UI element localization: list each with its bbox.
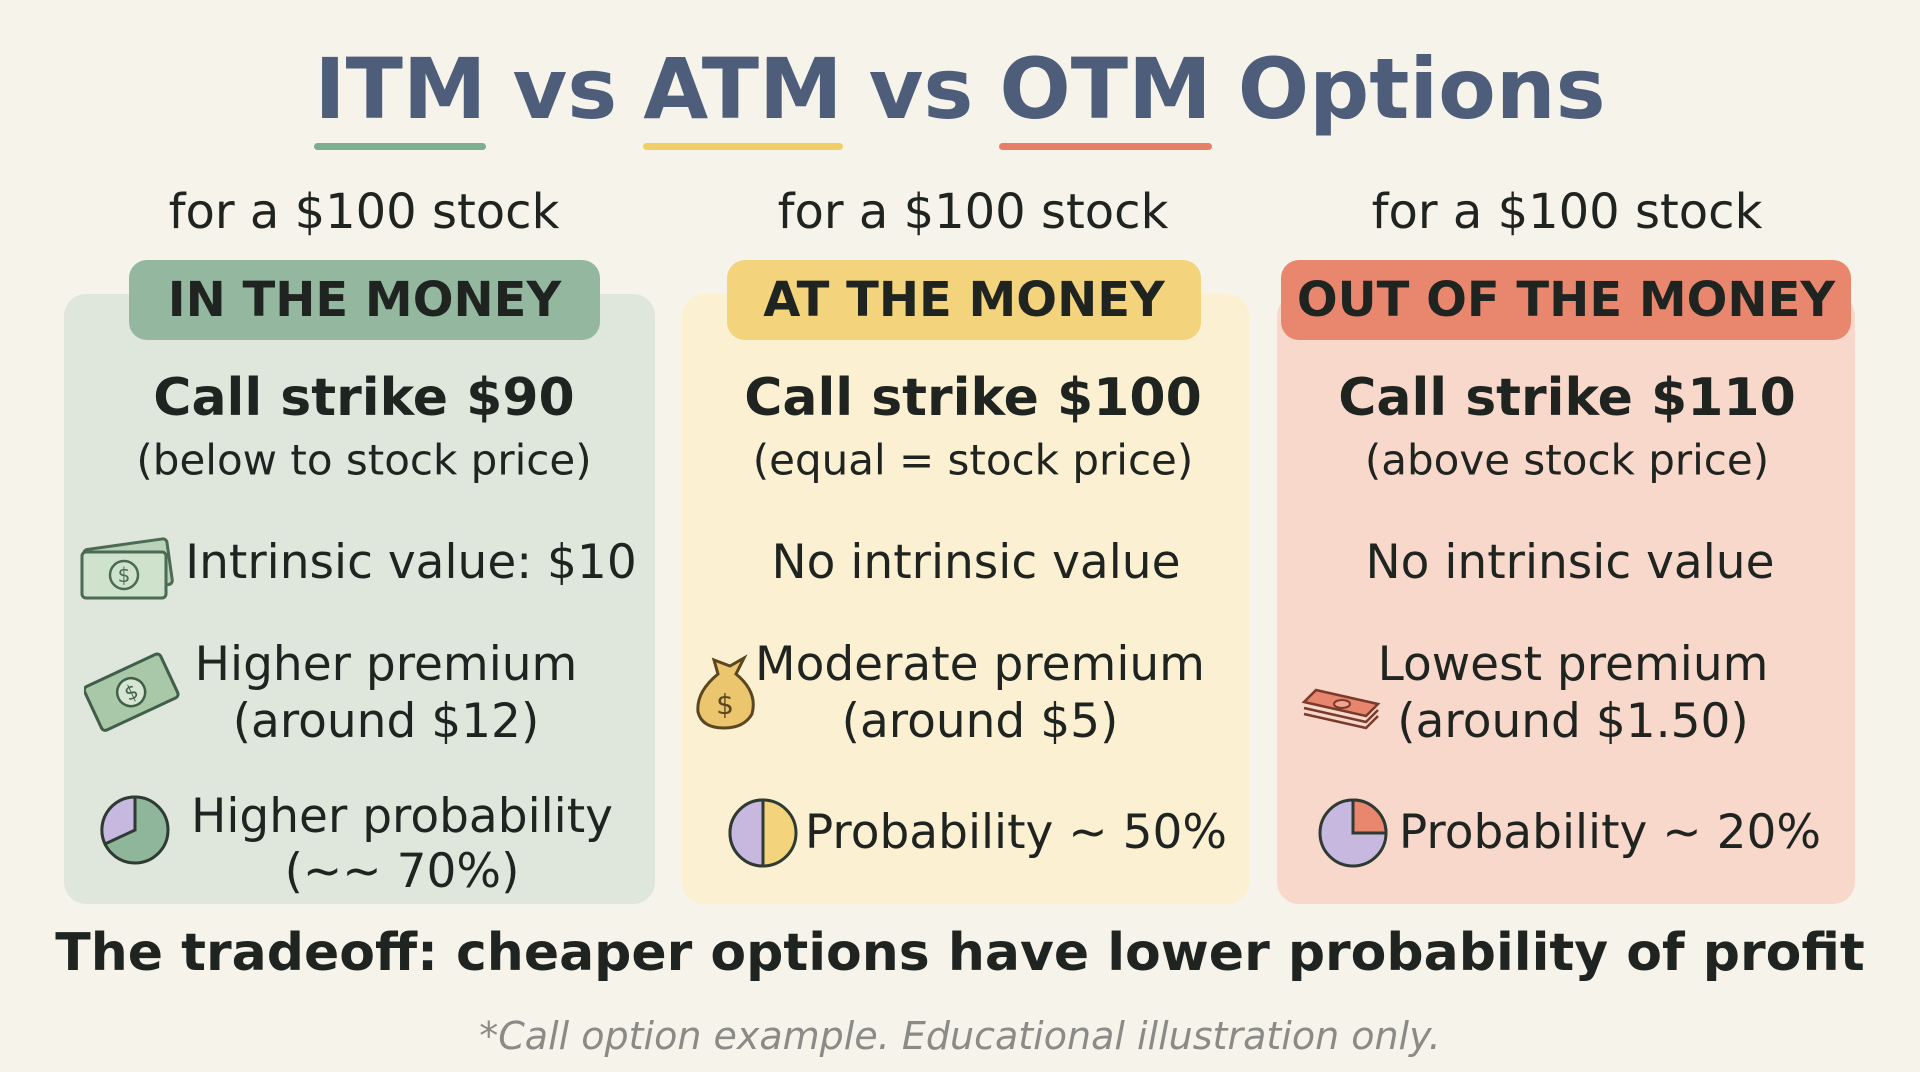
- svg-text:$: $: [716, 688, 734, 721]
- title-word: ATM: [643, 40, 844, 150]
- cash-icon: $: [82, 652, 184, 736]
- panel: [1277, 294, 1855, 904]
- tradeoff: The tradeoff: cheaper options have lower…: [55, 923, 1865, 983]
- intrinsic: Intrinsic value: $10: [185, 535, 637, 590]
- strike: Call strike $100: [744, 368, 1202, 428]
- premium: Moderate premium: [755, 637, 1205, 692]
- svg-text:$: $: [118, 563, 131, 587]
- pie-icon: [1315, 795, 1391, 871]
- context: for a $100 stock: [168, 184, 560, 240]
- title-word: OTM: [999, 40, 1212, 150]
- premium: Higher premium: [194, 637, 578, 692]
- strike-note: (below to stock price): [136, 435, 592, 485]
- strike: Call strike $110: [1338, 368, 1796, 428]
- pie-icon: [725, 795, 801, 871]
- context: for a $100 stock: [1371, 184, 1763, 240]
- disclaimer: *Call option example. Educational illust…: [479, 1014, 1441, 1058]
- heading-pill: [727, 260, 1201, 340]
- heading: OUT OF THE MONEY: [1296, 272, 1836, 328]
- premium: (around $5): [841, 694, 1119, 749]
- premium: (around $1.50): [1397, 694, 1749, 749]
- probability: (~~ 70%): [284, 844, 520, 899]
- heading: AT THE MONEY: [763, 272, 1165, 328]
- strike-note: (above stock price): [1364, 435, 1770, 485]
- heading-pill: [1281, 260, 1851, 340]
- premium: (around $12): [232, 694, 540, 749]
- heading: IN THE MONEY: [167, 272, 562, 328]
- strike-note: (equal = stock price): [752, 435, 1194, 485]
- probability: Probability ~ 50%: [804, 805, 1228, 860]
- bills-icon: [1296, 668, 1388, 738]
- heading-pill: [129, 260, 600, 340]
- title-word: vs: [868, 40, 974, 138]
- intrinsic: No intrinsic value: [771, 535, 1181, 590]
- title: ITM vs ATM vs OTM Options: [0, 40, 1920, 150]
- intrinsic: No intrinsic value: [1365, 535, 1775, 590]
- probability: Probability ~ 20%: [1398, 805, 1822, 860]
- context: for a $100 stock: [777, 184, 1169, 240]
- money-bag-icon: $: [694, 652, 758, 732]
- title-word: Options: [1237, 40, 1606, 138]
- premium: Lowest premium: [1377, 637, 1769, 692]
- probability: Higher probability: [191, 789, 613, 844]
- title-word: ITM: [314, 40, 487, 150]
- pie-icon: [97, 792, 173, 868]
- strike: Call strike $90: [153, 368, 575, 428]
- title-word: vs: [512, 40, 618, 138]
- cash-icon: $: [78, 530, 174, 606]
